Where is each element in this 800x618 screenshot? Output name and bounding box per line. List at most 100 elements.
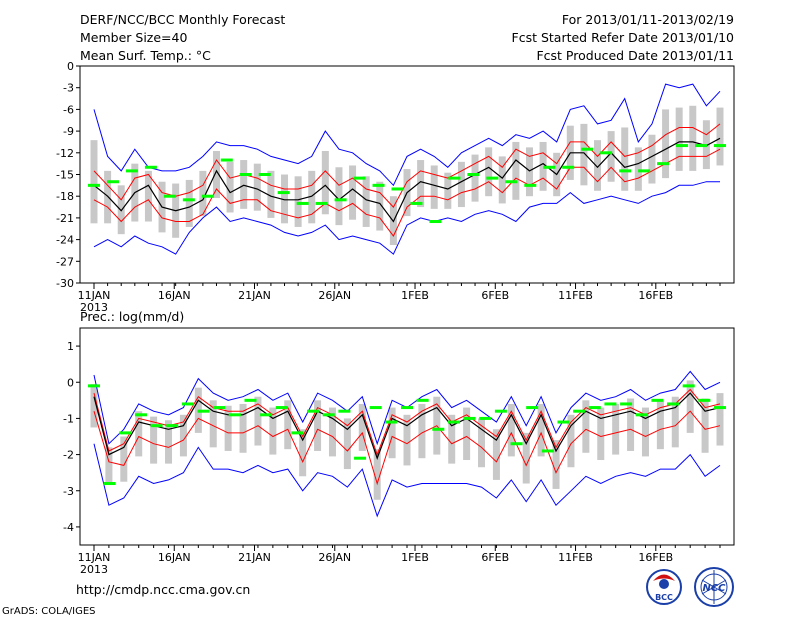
spread-box <box>267 170 275 218</box>
spread-box <box>448 414 456 464</box>
climatology-marker <box>277 191 290 195</box>
y-tick-label: -12 <box>56 147 74 160</box>
x-tick-label: 26JAN <box>318 289 351 302</box>
climatology-marker <box>714 144 726 148</box>
min-envelope-line <box>93 181 720 255</box>
climatology-marker <box>467 173 480 176</box>
climatology-marker <box>228 413 241 417</box>
spread-box <box>444 172 452 209</box>
climatology-marker <box>391 187 404 191</box>
spread-box <box>641 407 649 457</box>
climatology-marker <box>338 409 351 413</box>
climatology-marker <box>291 431 304 435</box>
header-produced: Fcst Produced Date 2013/01/11 <box>536 48 734 63</box>
spread-box <box>478 418 486 468</box>
spread-box <box>224 405 232 451</box>
spread-box <box>662 109 670 179</box>
spread-box <box>716 107 724 166</box>
climatology-marker <box>213 406 226 410</box>
spread-box <box>689 105 697 171</box>
x-tick-label: 16FEB <box>638 551 673 564</box>
climatology-marker <box>638 169 651 173</box>
climatology-marker <box>410 201 423 205</box>
spread-box <box>239 403 247 453</box>
min-envelope-line <box>93 443 721 518</box>
spread-box <box>165 420 173 464</box>
spread-box <box>457 161 465 208</box>
climatology-marker <box>581 147 594 151</box>
y-tick-label: -9 <box>63 125 74 138</box>
spread-box <box>321 150 329 215</box>
climatology-marker <box>524 183 537 187</box>
y-tick-label: -3 <box>63 485 74 498</box>
spread-box <box>537 403 545 457</box>
header-variable: Mean Surf. Temp.: °C <box>80 48 211 63</box>
climatology-marker <box>197 409 210 413</box>
upper-spread-line <box>93 123 721 208</box>
spread-box <box>308 170 316 224</box>
climatology-marker <box>619 169 632 173</box>
climatology-marker <box>486 176 499 180</box>
x-tick-label: 16FEB <box>638 289 673 302</box>
climatology-marker <box>385 420 398 424</box>
climatology-marker <box>667 402 680 406</box>
climatology-marker <box>88 384 100 388</box>
y-tick-label: -4 <box>63 521 74 534</box>
spread-box <box>686 380 694 433</box>
spread-box <box>671 396 679 448</box>
spread-box <box>648 134 656 184</box>
x-tick-label: 16JAN <box>158 289 191 302</box>
precip-panel-title: Prec.: log(mm/d) <box>80 309 184 324</box>
x-tick-label: 6FEB <box>481 551 509 564</box>
climatology-marker <box>244 398 257 402</box>
spread-box <box>349 165 357 220</box>
spread-box <box>105 447 113 484</box>
climatology-marker <box>239 173 252 176</box>
climatology-marker <box>150 424 163 428</box>
spread-box <box>90 384 98 428</box>
spread-box <box>634 147 642 191</box>
climatology-marker <box>588 406 601 410</box>
spread-box <box>284 400 292 450</box>
climatology-marker <box>494 409 507 413</box>
x-tick-label: 21JAN <box>238 289 271 302</box>
header-started: Fcst Started Refer Date 2013/01/10 <box>512 30 735 45</box>
spread-box <box>621 127 629 191</box>
climatology-marker <box>620 402 633 406</box>
climatology-marker <box>125 169 138 173</box>
y-tick-label: -2 <box>63 449 74 462</box>
climatology-marker <box>541 449 554 453</box>
spread-box <box>212 150 220 199</box>
temperature-panel: 0 -3 -6 -9 -12 -15 -18 -21 -24 -27 -30 11JAN 16JAN 21… <box>56 60 735 314</box>
x-year-label: 2013 <box>80 563 108 576</box>
climatology-marker <box>258 173 271 176</box>
spread-box <box>627 398 635 451</box>
climatology-marker <box>315 201 328 205</box>
spread-box <box>120 436 128 482</box>
spread-box <box>552 440 560 489</box>
climatology-marker <box>103 482 116 486</box>
climatology-marker <box>353 176 366 180</box>
climatology-marker <box>543 165 556 169</box>
spread-box <box>90 140 98 224</box>
ensemble-mean-line <box>93 392 721 460</box>
climatology-marker <box>604 402 617 406</box>
spread-box <box>358 403 366 451</box>
climatology-marker <box>562 165 575 169</box>
climatology-marker <box>134 413 147 417</box>
spread-box <box>485 147 493 197</box>
climatology-marker <box>447 420 460 424</box>
ncc-logo: NCC <box>694 567 734 607</box>
climatology-marker <box>354 456 367 460</box>
climatology-marker <box>260 413 273 417</box>
y-tick-label: 1 <box>67 340 74 353</box>
climatology-marker <box>573 409 586 413</box>
spread-box <box>362 176 370 227</box>
footer-url[interactable]: http://cmdp.ncc.cma.gov.cn <box>76 582 250 597</box>
bcc-logo-text: BCC <box>655 593 673 602</box>
spread-box <box>343 418 351 470</box>
header-period: For 2013/01/11-2013/02/19 <box>562 12 734 27</box>
spread-box <box>417 160 425 208</box>
climatology-marker <box>714 406 726 410</box>
spread-box <box>226 161 234 213</box>
